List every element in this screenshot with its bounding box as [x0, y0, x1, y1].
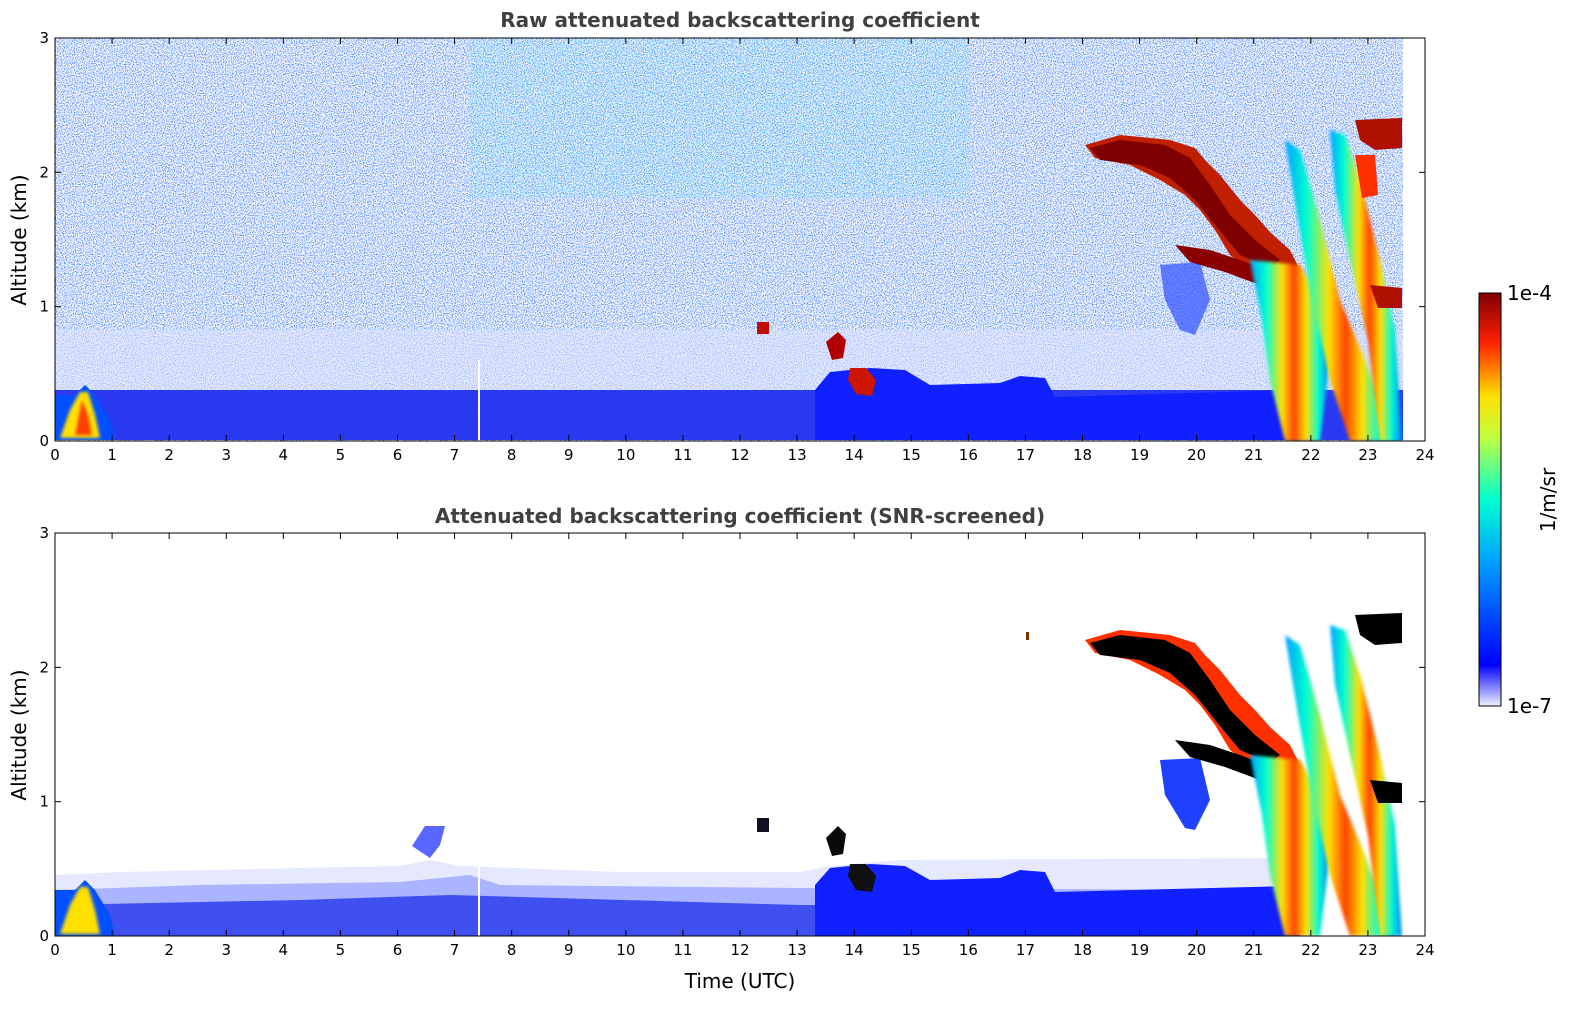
x-tick-label: 20 — [1187, 941, 1206, 959]
x-tick-label: 6 — [393, 446, 403, 464]
x-tick-label: 0 — [50, 941, 60, 959]
x-tick-label: 24 — [1415, 941, 1434, 959]
y-tick-label: 0 — [39, 927, 49, 945]
x-tick-label: 12 — [730, 941, 749, 959]
colorbar-unit-label: 1/m/sr — [1536, 467, 1560, 532]
panel-screened-ylabel: Altitude (km) — [7, 669, 31, 800]
x-tick-label: 0 — [50, 446, 60, 464]
x-tick-label: 19 — [1130, 446, 1149, 464]
x-tick-label: 18 — [1073, 446, 1092, 464]
x-tick-label: 7 — [450, 941, 460, 959]
x-tick-label: 22 — [1301, 446, 1320, 464]
panel-screened-title: Attenuated backscattering coefficient (S… — [435, 504, 1045, 528]
x-tick-label: 3 — [221, 446, 231, 464]
x-tick-label: 1 — [107, 941, 117, 959]
x-tick-label: 19 — [1130, 941, 1149, 959]
y-tick-label: 2 — [39, 163, 49, 181]
x-tick-label: 21 — [1244, 446, 1263, 464]
x-tick-label: 15 — [902, 446, 921, 464]
x-tick-label: 15 — [902, 941, 921, 959]
y-tick-label: 0 — [39, 432, 49, 450]
x-tick-label: 10 — [616, 446, 635, 464]
x-tick-label: 9 — [564, 446, 574, 464]
x-tick-label: 23 — [1358, 941, 1377, 959]
x-tick-label: 7 — [450, 446, 460, 464]
panel-raw-title: Raw attenuated backscattering coefficien… — [500, 8, 980, 32]
x-tick-label: 10 — [616, 941, 635, 959]
x-tick-label: 5 — [336, 941, 346, 959]
x-tick-label: 6 — [393, 941, 403, 959]
panel-raw-x-ticks: 0 1 2 3 4 5 6 7 8 9 10 11 12 13 14 15 16 17 18 19 20 21 22 23 24 — [50, 38, 1435, 464]
panel-raw-ylabel: Altitude (km) — [7, 174, 31, 305]
x-tick-label: 16 — [959, 446, 978, 464]
panel-screened-y-ticks: 0 1 2 3 — [39, 524, 1425, 945]
x-tick-label: 13 — [788, 446, 807, 464]
x-tick-label: 14 — [845, 446, 864, 464]
x-tick-label: 8 — [507, 446, 517, 464]
panel-raw-y-ticks: 0 1 2 3 — [39, 29, 1425, 450]
panel-screened-x-ticks: 0 1 2 3 4 5 6 7 8 9 10 11 12 13 14 15 16 17 18 19 20 21 22 23 24 — [50, 533, 1435, 959]
x-tick-label: 13 — [788, 941, 807, 959]
x-tick-label: 3 — [221, 941, 231, 959]
y-tick-label: 1 — [39, 793, 49, 811]
panel-screened-heatmap — [55, 533, 1425, 936]
y-tick-label: 3 — [39, 524, 49, 542]
x-tick-label: 24 — [1415, 446, 1434, 464]
y-tick-label: 1 — [39, 298, 49, 316]
x-tick-label: 9 — [564, 941, 574, 959]
x-tick-label: 16 — [959, 941, 978, 959]
panel-screened: Attenuated backscattering coefficient (S… — [7, 504, 1435, 993]
x-tick-label: 4 — [279, 941, 289, 959]
x-tick-label: 22 — [1301, 941, 1320, 959]
x-tick-label: 14 — [845, 941, 864, 959]
colorbar-gradient — [1478, 292, 1502, 707]
x-tick-label: 17 — [1016, 941, 1035, 959]
x-tick-label: 2 — [164, 941, 174, 959]
x-tick-label: 11 — [673, 446, 692, 464]
y-tick-label: 3 — [39, 29, 49, 47]
colorbar: 1e-4 1e-7 1/m/sr — [1478, 281, 1560, 718]
x-tick-label: 2 — [164, 446, 174, 464]
x-tick-label: 11 — [673, 941, 692, 959]
x-tick-label: 4 — [279, 446, 289, 464]
x-tick-label: 18 — [1073, 941, 1092, 959]
x-tick-label: 21 — [1244, 941, 1263, 959]
colorbar-min-label: 1e-7 — [1507, 694, 1552, 718]
x-tick-label: 20 — [1187, 446, 1206, 464]
panel-raw-heatmap — [55, 38, 1425, 441]
panel-screened-xlabel: Time (UTC) — [684, 969, 796, 993]
panel-raw: Raw attenuated backscattering coefficien… — [7, 8, 1435, 464]
x-tick-label: 5 — [336, 446, 346, 464]
x-tick-label: 1 — [107, 446, 117, 464]
x-tick-label: 8 — [507, 941, 517, 959]
x-tick-label: 12 — [730, 446, 749, 464]
x-tick-label: 17 — [1016, 446, 1035, 464]
colorbar-max-label: 1e-4 — [1507, 281, 1552, 305]
x-tick-label: 23 — [1358, 446, 1377, 464]
y-tick-label: 2 — [39, 658, 49, 676]
